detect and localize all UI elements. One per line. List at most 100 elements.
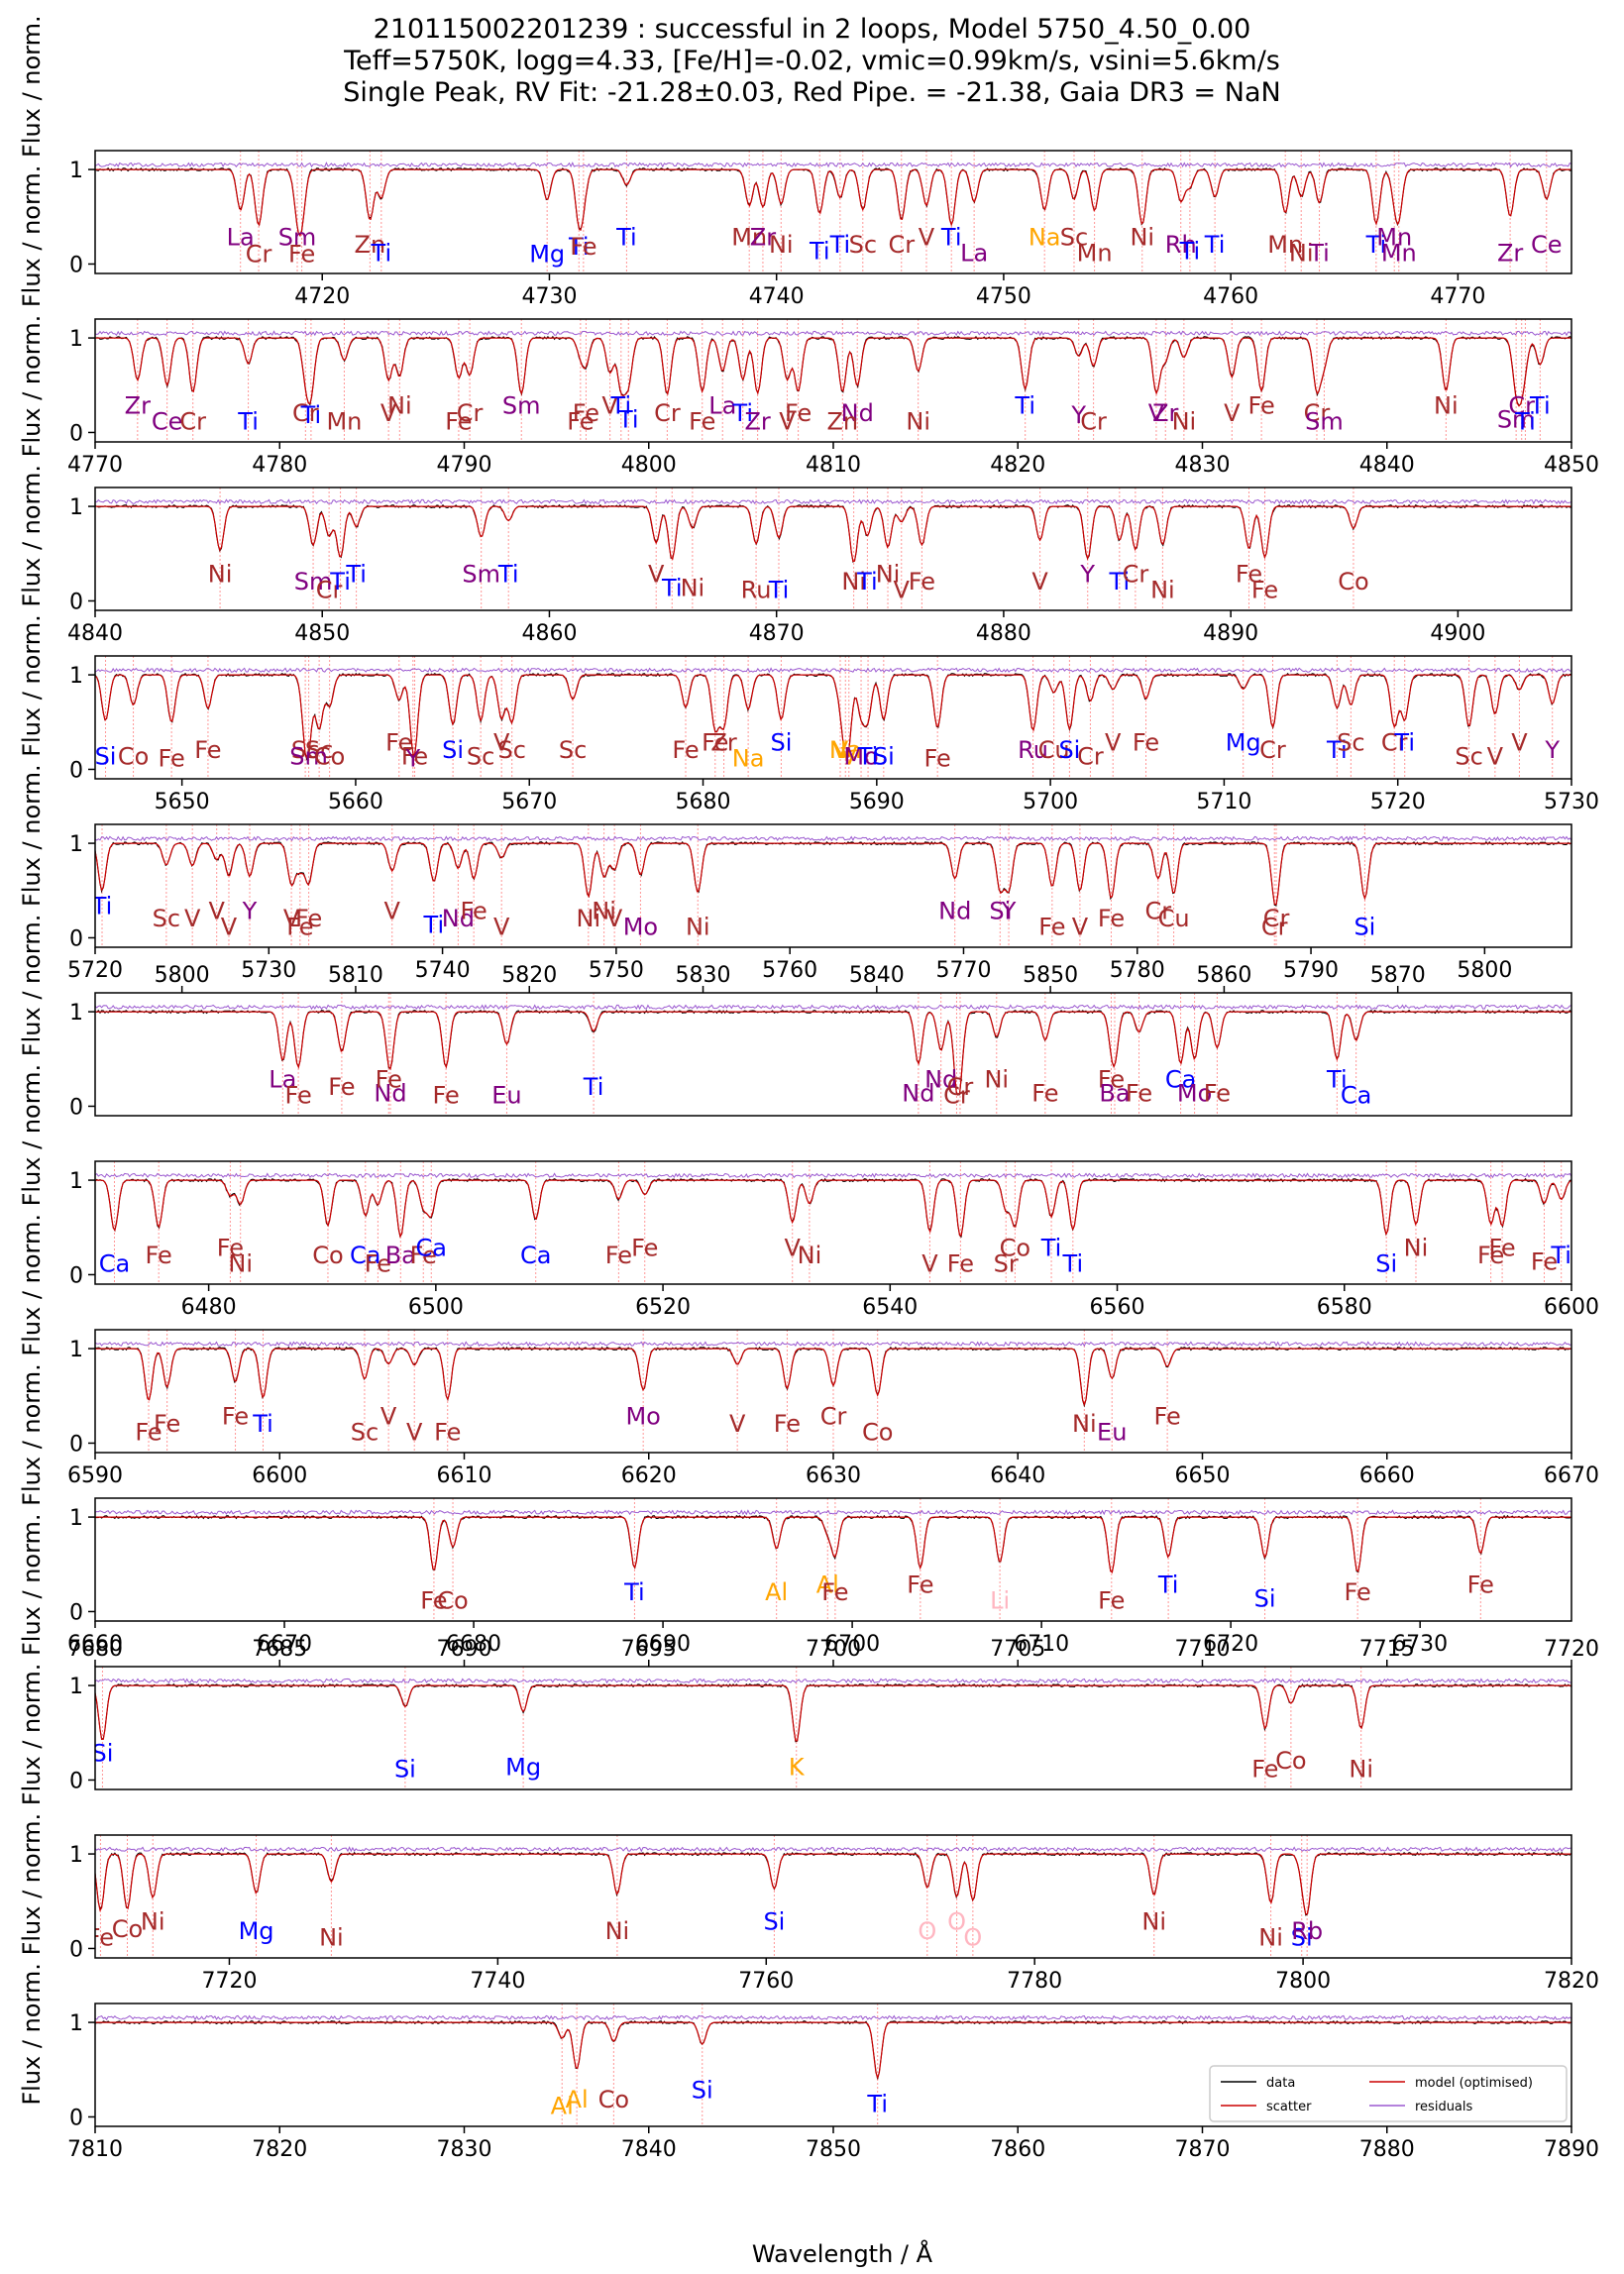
element-label: La	[960, 240, 988, 268]
element-label: Ti	[300, 401, 322, 429]
element-label: Ni	[1258, 1924, 1283, 1952]
element-label: Cr	[1263, 905, 1290, 932]
element-label: Ca	[1165, 1065, 1196, 1093]
x-tick-label: 4780	[252, 453, 307, 478]
element-label: Ce	[152, 408, 183, 436]
element-label: Si	[873, 743, 895, 771]
element-label: Y	[1544, 736, 1560, 764]
element-label: Mo	[625, 1402, 660, 1430]
data-line	[95, 166, 1571, 236]
element-label: Sm	[1305, 408, 1344, 436]
element-label: Ti	[345, 560, 367, 588]
data-line	[95, 1851, 1571, 1916]
y-tick-label: 1	[69, 159, 83, 183]
element-label: Ru	[741, 577, 772, 604]
element-label: Fe	[774, 1410, 801, 1438]
element-label: Fe	[432, 1082, 459, 1110]
element-label: Co	[314, 743, 345, 771]
x-tick-label: 4770	[1430, 284, 1485, 309]
y-tick-label: 0	[69, 2106, 83, 2130]
element-label: Ca	[99, 1250, 130, 1278]
residuals-line	[95, 330, 1571, 337]
x-tick-label: 5810	[328, 963, 383, 988]
element-label: Mo	[623, 914, 658, 941]
x-tick-label: 6600	[1544, 1295, 1599, 1320]
model-line	[95, 674, 1571, 759]
x-tick-label: 6660	[1359, 1463, 1415, 1488]
panel-frame	[94, 1497, 1572, 1622]
element-label: Nd	[924, 1065, 957, 1093]
element-label: V	[919, 223, 935, 251]
element-label: La	[227, 223, 255, 251]
legend-data-label: data	[1266, 2076, 1295, 2091]
x-tick-label: 7850	[806, 2137, 861, 2162]
element-label: Y	[1001, 897, 1017, 924]
element-label: Fe	[295, 905, 322, 932]
x-tick-label: 4850	[294, 621, 350, 646]
element-label: Si	[1353, 914, 1375, 941]
y-tick-label: 0	[69, 926, 83, 951]
element-label: Ti	[809, 238, 830, 266]
element-label: Co	[312, 1242, 343, 1269]
element-label: Ni	[592, 897, 616, 924]
x-tick-label: 5720	[1370, 790, 1426, 814]
x-tick-label: 5820	[501, 963, 557, 988]
element-label: Fe	[570, 233, 596, 261]
element-label: V	[601, 391, 618, 419]
residuals-line	[95, 1509, 1571, 1516]
element-label: Ni	[686, 914, 710, 941]
element-label: Mn	[1376, 223, 1412, 251]
element-label: Al	[551, 2093, 574, 2120]
element-label: Cr	[292, 399, 319, 427]
x-tick-label: 4790	[437, 453, 492, 478]
x-tick-label: 5840	[849, 963, 905, 988]
element-label: Si	[692, 2076, 713, 2104]
y-tick-label: 0	[69, 1600, 83, 1625]
element-label: V	[493, 728, 510, 756]
element-label: Ni	[1404, 1234, 1429, 1261]
element-label: Fe	[87, 1924, 114, 1952]
element-label: Fe	[420, 1587, 447, 1615]
x-tick-label: 5740	[415, 958, 471, 983]
element-label: Sc	[153, 905, 180, 932]
y-tick-label: 1	[69, 832, 83, 857]
x-tick-label: 6610	[437, 1463, 492, 1488]
element-label: Mg	[1226, 728, 1261, 756]
element-label: Ti	[1326, 1065, 1348, 1093]
element-label: Eu	[491, 1082, 521, 1110]
x-tick-label: 4850	[1544, 453, 1599, 478]
element-label: Fe	[158, 745, 184, 773]
element-label: Fe	[434, 1419, 461, 1447]
x-tick-label: 6730	[1392, 1632, 1448, 1657]
element-label: Fe	[1345, 1578, 1371, 1606]
element-label: O	[963, 1924, 982, 1952]
element-label: Ti	[940, 223, 962, 251]
element-label: Cr	[888, 231, 915, 259]
x-tick-label: 5690	[849, 790, 905, 814]
element-label: Fe	[146, 1242, 172, 1269]
element-label: Ni	[984, 1065, 1009, 1093]
element-label: Zn	[826, 408, 858, 436]
residuals-line	[95, 498, 1571, 505]
element-label: Ni	[141, 1907, 165, 1935]
element-label: Si	[1254, 1585, 1276, 1613]
element-label: Ni	[681, 575, 705, 602]
x-tick-label: 5680	[676, 790, 731, 814]
element-label: Ni	[1349, 1756, 1373, 1784]
model-line	[95, 337, 1571, 407]
element-label: Ti	[1514, 408, 1536, 436]
x-tick-label: 5800	[1457, 958, 1512, 983]
element-label: Nd	[442, 905, 475, 932]
element-label: Ti	[1529, 391, 1551, 419]
element-label: Cr	[1077, 743, 1104, 771]
element-label: Rh	[1165, 231, 1197, 259]
x-tick-label: 5670	[501, 790, 557, 814]
element-label: Cr	[316, 577, 343, 604]
element-label: Fe	[1251, 577, 1278, 604]
